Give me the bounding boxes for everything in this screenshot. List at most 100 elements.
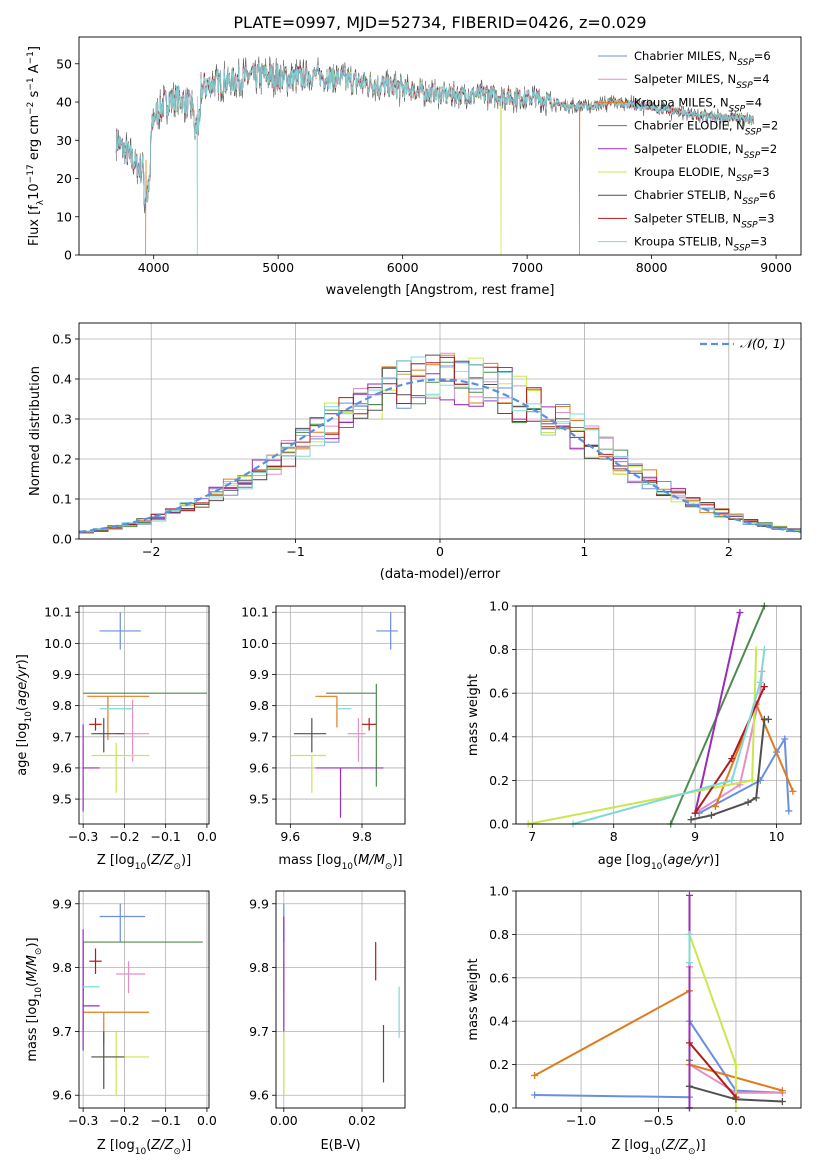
- x-tick-label: 9: [691, 829, 699, 844]
- y-tick-label: 10.0: [44, 636, 72, 651]
- plot-area: [79, 891, 209, 1108]
- y-tick-label: 0.0: [489, 817, 509, 832]
- spectrum-line-chabrier-stelib: [116, 56, 754, 214]
- y-tick-label: 0.1: [52, 492, 72, 507]
- errorbar-chabrier-stelib: [91, 718, 125, 753]
- y-tick-label: 0.6: [489, 686, 509, 701]
- errorbar-kroupa-elodie: [91, 743, 150, 793]
- errorbar-kroupa-miles: [87, 695, 150, 740]
- weight-point-chabrier-miles: [531, 1091, 539, 1099]
- errorbar-salpeter-miles: [116, 961, 146, 994]
- errorbar-salpeter-elodie: [82, 929, 100, 1051]
- errorbar-kroupa-elodie: [290, 754, 327, 793]
- x-axis-label: wavelength [Angstrom, rest frame]: [326, 283, 555, 298]
- y-tick-label: 0.0: [489, 1101, 509, 1116]
- legend-label-chabrier-elodie: Chabrier ELODIE, NSSP=2: [634, 119, 778, 138]
- legend-label-kroupa-stelib: Kroupa STELIB, NSSP=3: [634, 235, 767, 254]
- x-axis-label: age [log10(age/yr)]: [598, 853, 720, 872]
- plot-area: [79, 37, 801, 255]
- x-tick-label: −0.3: [68, 1113, 98, 1128]
- weight-point-salpeter-elodie: [685, 891, 693, 899]
- axes-frame: [78, 605, 210, 825]
- weight-point-salpeter-stelib: [685, 1039, 693, 1047]
- axes-frame: [275, 890, 406, 1109]
- x-tick-label: 8: [610, 829, 618, 844]
- weight-point-chabrier-miles: [785, 807, 793, 815]
- y-tick-label: 10.1: [44, 605, 72, 620]
- y-tick-label: 9.9: [249, 667, 269, 682]
- y-tick-label: 10: [56, 209, 72, 224]
- weight-point-kroupa-elodie: [748, 776, 756, 784]
- y-tick-label: 0.2: [489, 1057, 509, 1072]
- y-tick-label: 0.4: [489, 729, 509, 744]
- weight-point-chabrier-stelib: [764, 715, 772, 723]
- x-tick-label: −1: [286, 544, 304, 559]
- x-tick-label: 9000: [760, 260, 792, 275]
- errorbar-chabrier-miles: [99, 903, 146, 943]
- weight-point-kroupa-miles: [712, 803, 719, 811]
- weight-point-chabrier-stelib: [707, 811, 715, 819]
- mass-weight-vs-Z-axes: −1.0 −0.5 0.0 0.0 0.2 0.4 0.6 0.8 1.0 Z [log10(Z/…: [466, 884, 802, 1157]
- x-tick-label: 4000: [138, 260, 170, 275]
- legend-label-chabrier-miles: Chabrier MILES, NSSP=6: [634, 49, 771, 68]
- errorbar-chabrier-miles: [99, 612, 141, 650]
- y-tick-label: 9.7: [52, 1024, 72, 1039]
- weight-point-chabrier-stelib: [685, 1082, 693, 1090]
- y-axis-label: Flux [fλ10−17 erg cm−2 s−1 A−1]: [26, 46, 46, 246]
- y-tick-label: 9.9: [249, 896, 269, 911]
- y-tick-label: 0.3: [52, 412, 72, 427]
- errorbar-salpeter-stelib: [362, 718, 377, 731]
- x-tick-label: 2: [725, 544, 733, 559]
- spectrum-legend: Chabrier MILES, NSSP=6 Salpeter MILES, NS…: [598, 49, 778, 254]
- x-tick-label: 0.0: [197, 829, 217, 844]
- weight-point-kroupa-stelib: [685, 930, 693, 938]
- errorbar-chabrier-stelib: [91, 1031, 125, 1089]
- x-tick-label: 9.8: [352, 829, 372, 844]
- x-tick-label: 9.6: [280, 829, 300, 844]
- errorbar-chabrier-elodie: [326, 683, 377, 787]
- y-tick-label: 0: [64, 248, 72, 263]
- y-tick-label: 9.6: [249, 760, 269, 775]
- spectrum-axes: 4000 5000 6000 7000 8000 9000 0 10 20 30 40 50 Chabr…: [26, 36, 802, 298]
- y-tick-label: 9.9: [52, 667, 72, 682]
- legend-label-gaussian: 𝒩(0, 1): [740, 336, 786, 351]
- weight-line-salpeter-elodie: [694, 612, 741, 814]
- y-tick-label: 0.2: [52, 452, 72, 467]
- y-tick-label: 9.7: [249, 1024, 269, 1039]
- errorbar-salpeter-elodie: [82, 724, 100, 812]
- x-tick-label: −0.1: [150, 1113, 180, 1128]
- axes-frame: [78, 890, 210, 1109]
- axes-frame: [515, 605, 802, 825]
- y-tick-label: 30: [56, 133, 72, 148]
- y-tick-label: 0.8: [489, 927, 509, 942]
- y-tick-label: 10.1: [241, 605, 269, 620]
- legend-label-salpeter-miles: Salpeter MILES, NSSP=4: [634, 72, 770, 91]
- y-tick-label: 40: [56, 95, 72, 110]
- y-tick-label: 0.4: [489, 1014, 509, 1029]
- weight-point-kroupa-elodie: [752, 646, 760, 654]
- y-tick-label: 9.8: [52, 698, 72, 713]
- y-tick-label: 9.5: [249, 792, 269, 807]
- weight-point-kroupa-stelib: [685, 959, 693, 967]
- weight-point-chabrier-stelib: [752, 794, 760, 802]
- errorbar-salpeter-elodie: [315, 767, 384, 818]
- weight-point-chabrier-stelib: [744, 798, 752, 806]
- legend-label-kroupa-miles: Kroupa MILES, NSSP=4: [634, 95, 762, 114]
- y-axis-label: age [log10(age/yr)]: [15, 654, 34, 776]
- x-tick-label: −0.2: [109, 1113, 139, 1128]
- weight-line-salpeter-stelib: [688, 1042, 737, 1098]
- legend-label-chabrier-stelib: Chabrier STELIB, NSSP=6: [634, 188, 776, 207]
- weight-point-kroupa-stelib: [756, 678, 764, 686]
- y-tick-label: 9.8: [249, 698, 269, 713]
- axes-frame: [515, 890, 802, 1109]
- weight-point-kroupa-stelib: [728, 776, 736, 784]
- y-tick-label: 1.0: [489, 599, 509, 614]
- weight-point-salpeter-stelib: [732, 1093, 740, 1101]
- axes-frame: [78, 36, 802, 256]
- y-tick-label: 0.2: [489, 773, 509, 788]
- y-tick-label: 9.6: [52, 760, 72, 775]
- y-tick-label: 9.6: [249, 1088, 269, 1103]
- x-axis-label: (data-model)/error: [380, 567, 501, 582]
- y-tick-label: 9.5: [52, 792, 72, 807]
- histogram-chabrier-stelib: [79, 354, 801, 533]
